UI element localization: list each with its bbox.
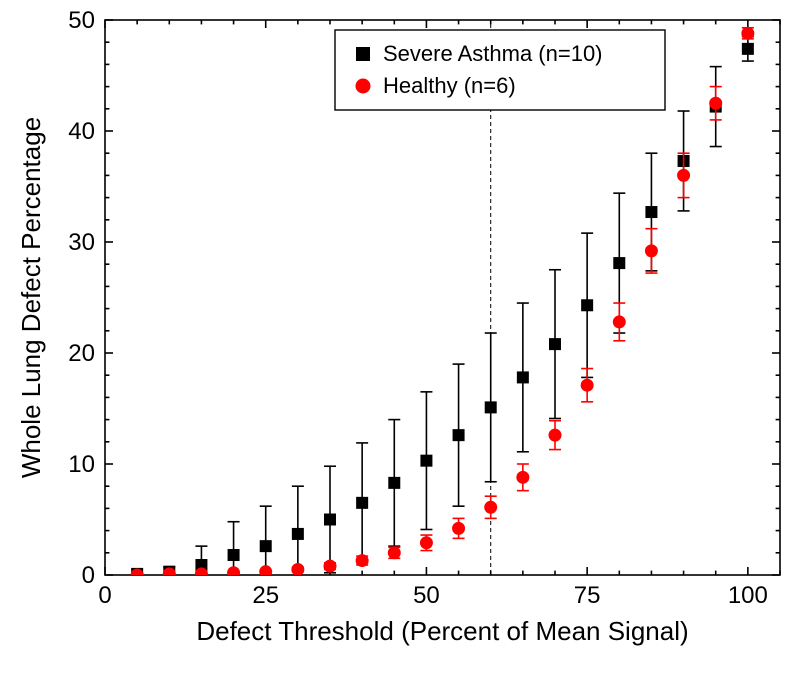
marker-square	[292, 528, 304, 540]
marker-square	[228, 549, 240, 561]
x-tick-label: 50	[413, 582, 440, 609]
y-tick-label: 30	[68, 229, 95, 256]
marker-circle	[613, 315, 626, 328]
x-axis-label: Defect Threshold (Percent of Mean Signal…	[196, 616, 688, 646]
marker-circle	[549, 429, 562, 442]
marker-square	[645, 206, 657, 218]
marker-square	[485, 401, 497, 413]
legend-label: Severe Asthma (n=10)	[383, 41, 603, 66]
chart-root: 0 25 50 75 100 0 10 20 30 40 50 Defect Threshold (P…	[0, 0, 800, 673]
marker-circle	[291, 563, 304, 576]
marker-square	[742, 43, 754, 55]
marker-square	[549, 338, 561, 350]
legend-marker-circle	[356, 79, 371, 94]
legend-label: Healthy (n=6)	[383, 73, 516, 98]
y-tick-label: 20	[68, 340, 95, 367]
legend-marker-square	[356, 47, 370, 61]
y-tick-label: 40	[68, 118, 95, 145]
marker-circle	[709, 97, 722, 110]
legend: Severe Asthma (n=10) Healthy (n=6)	[335, 30, 665, 110]
marker-square	[581, 299, 593, 311]
marker-circle	[452, 522, 465, 535]
marker-circle	[324, 560, 337, 573]
x-tick-label: 100	[728, 582, 768, 609]
x-tick-label: 0	[98, 582, 111, 609]
marker-circle	[516, 471, 529, 484]
marker-circle	[420, 536, 433, 549]
marker-square	[420, 455, 432, 467]
x-tick-label: 75	[574, 582, 601, 609]
marker-circle	[741, 27, 754, 40]
marker-circle	[581, 379, 594, 392]
marker-square	[613, 257, 625, 269]
x-tick-label: 25	[252, 582, 279, 609]
marker-square	[388, 477, 400, 489]
marker-circle	[388, 546, 401, 559]
marker-circle	[645, 244, 658, 257]
marker-circle	[677, 169, 690, 182]
marker-circle	[484, 501, 497, 514]
marker-square	[324, 514, 336, 526]
marker-square	[260, 540, 272, 552]
marker-square	[517, 371, 529, 383]
marker-square	[356, 497, 368, 509]
y-axis-label: Whole Lung Defect Percentage	[16, 117, 46, 478]
y-tick-label: 50	[68, 7, 95, 34]
marker-circle	[356, 554, 369, 567]
y-tick-label: 0	[82, 562, 95, 589]
y-tick-label: 10	[68, 451, 95, 478]
marker-square	[453, 429, 465, 441]
